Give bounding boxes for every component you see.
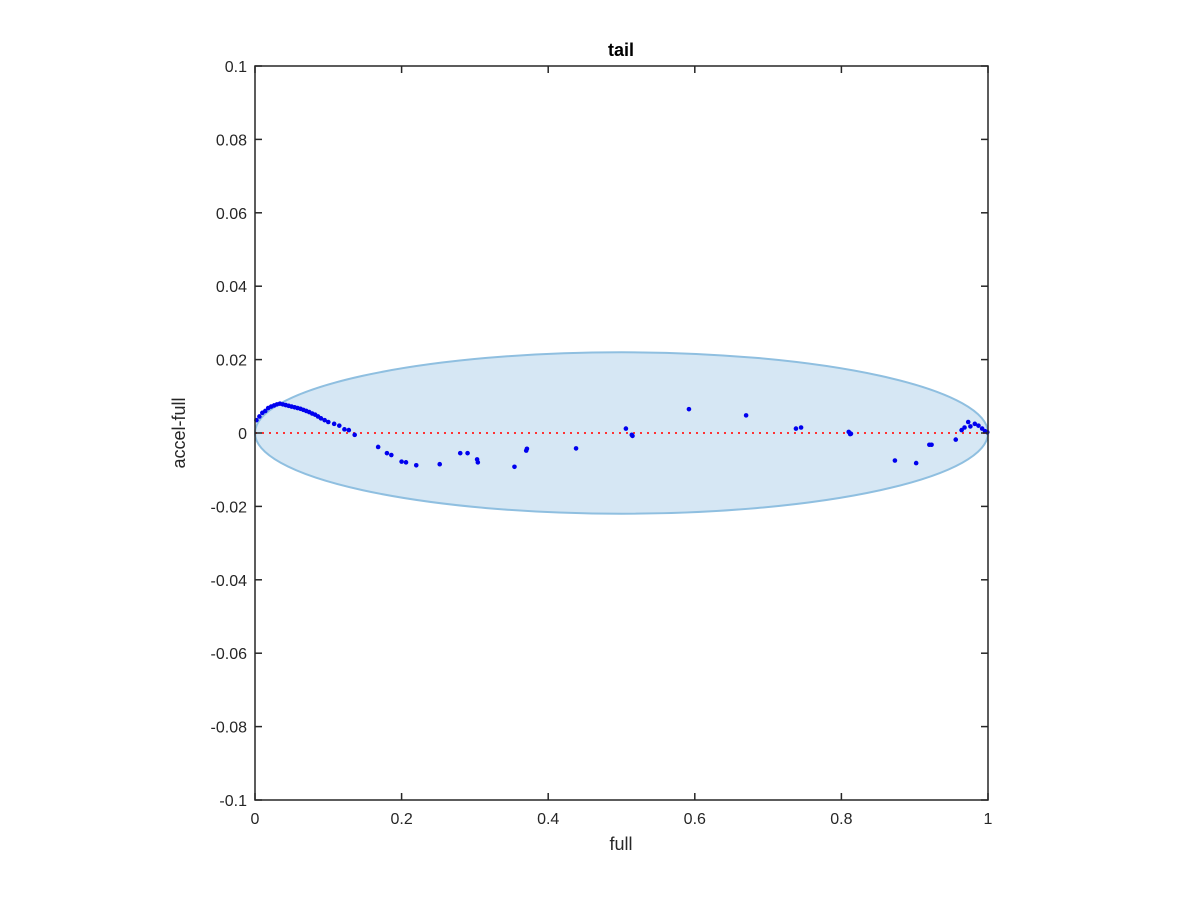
data-point	[457, 450, 463, 456]
data-point	[743, 413, 749, 418]
x-tick-label: 0.6	[684, 811, 706, 828]
chart-title: tail	[608, 40, 634, 60]
y-tick-label: 0.1	[225, 59, 247, 76]
data-point	[892, 458, 898, 463]
y-tick-label: 0.02	[216, 353, 247, 370]
x-tick-label: 0.4	[537, 811, 559, 828]
y-tick-label: 0	[238, 426, 247, 443]
y-tick-label: 0.04	[216, 279, 247, 296]
data-point	[342, 427, 347, 432]
y-tick-label: -0.02	[211, 499, 248, 516]
data-point	[384, 450, 390, 456]
x-axis-label: full	[609, 834, 632, 854]
y-tick-label: -0.08	[211, 720, 248, 737]
data-point	[475, 460, 481, 465]
y-ticks: -0.1 -0.08 -0.06 -0.04 -0.02 0 0.02 0.04 0.06 0.0…	[211, 59, 988, 810]
data-point	[793, 426, 799, 431]
data-point	[322, 417, 327, 423]
data-point	[413, 462, 419, 468]
x-ticks: 0 0.2 0.4 0.6 0.8 1	[251, 66, 993, 828]
data-point	[630, 433, 635, 439]
data-point	[972, 421, 978, 427]
data-point	[968, 424, 973, 429]
y-tick-label: -0.06	[211, 646, 248, 663]
data-point	[962, 425, 967, 430]
data-point	[623, 426, 629, 431]
data-point	[375, 444, 381, 450]
x-tick-label: 0.8	[830, 811, 852, 828]
data-point	[437, 461, 443, 467]
data-point	[352, 432, 357, 438]
plot-content	[254, 351, 990, 515]
data-point	[512, 464, 517, 470]
y-tick-label: -0.04	[211, 573, 248, 590]
data-point	[346, 427, 352, 433]
y-tick-label: 0.06	[216, 206, 247, 223]
data-point	[326, 419, 331, 425]
data-point	[573, 446, 579, 451]
data-point	[965, 419, 971, 425]
y-tick-label: -0.1	[219, 793, 247, 810]
data-point	[389, 452, 394, 458]
data-point	[929, 442, 934, 448]
data-point	[686, 406, 692, 412]
x-tick-label: 1	[984, 811, 993, 828]
data-point	[848, 431, 854, 437]
data-point	[399, 459, 404, 464]
data-point	[913, 460, 919, 466]
data-point	[331, 421, 337, 427]
y-tick-label: 0.08	[216, 132, 247, 149]
x-tick-label: 0.2	[390, 811, 412, 828]
data-point	[336, 423, 342, 428]
data-point	[262, 408, 268, 414]
data-point	[318, 416, 324, 421]
data-point	[465, 450, 470, 456]
data-point	[257, 414, 262, 419]
data-point	[524, 446, 530, 452]
data-point	[403, 460, 409, 465]
x-tick-label: 0	[251, 811, 260, 828]
data-point	[798, 425, 804, 430]
data-point	[953, 437, 959, 442]
data-point	[976, 423, 981, 428]
y-axis-label: accel-full	[169, 397, 189, 468]
